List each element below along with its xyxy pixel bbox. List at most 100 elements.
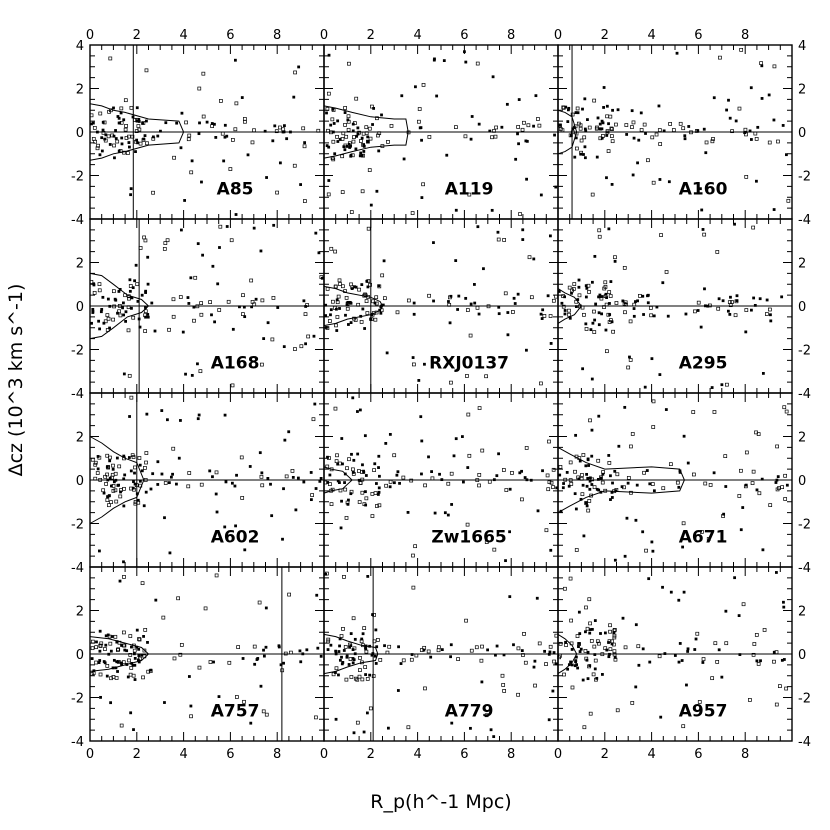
panel-label: A119: [445, 180, 494, 200]
galaxy-point: [92, 669, 96, 673]
galaxy-point: [570, 291, 573, 295]
galaxy-point: [575, 634, 580, 638]
galaxy-point: [496, 230, 500, 234]
galaxy-point: [409, 657, 414, 662]
galaxy-point: [133, 663, 137, 667]
galaxy-point: [338, 138, 342, 141]
galaxy-point: [600, 652, 605, 657]
galaxy-point: [197, 413, 201, 417]
galaxy-point: [744, 175, 749, 179]
y-tick-label: -2: [798, 344, 811, 359]
galaxy-point: [116, 311, 119, 315]
galaxy-point: [341, 131, 346, 136]
galaxy-point: [106, 134, 111, 139]
galaxy-point: [128, 653, 133, 657]
galaxy-point: [574, 305, 578, 308]
galaxy-point: [97, 661, 101, 664]
galaxy-point: [681, 724, 686, 729]
galaxy-point: [549, 342, 553, 345]
galaxy-point: [113, 471, 118, 476]
galaxy-point: [110, 472, 115, 477]
galaxy-point: [406, 510, 410, 514]
galaxy-point: [629, 444, 633, 449]
galaxy-point: [111, 317, 115, 322]
galaxy-point: [535, 596, 539, 600]
galaxy-point: [664, 408, 668, 411]
galaxy-point: [326, 128, 330, 133]
galaxy-point: [506, 311, 510, 314]
galaxy-point: [112, 304, 117, 309]
galaxy-point: [120, 136, 124, 140]
galaxy-point: [374, 301, 379, 306]
galaxy-point: [604, 302, 609, 307]
galaxy-point: [490, 208, 494, 212]
galaxy-point: [137, 654, 141, 657]
galaxy-point: [338, 282, 342, 286]
galaxy-point: [99, 695, 102, 699]
galaxy-point: [334, 652, 338, 656]
galaxy-point: [91, 121, 95, 125]
galaxy-point: [163, 481, 168, 485]
galaxy-point: [122, 560, 125, 564]
galaxy-point: [105, 453, 110, 458]
galaxy-point: [758, 297, 762, 301]
galaxy-point: [108, 56, 113, 61]
galaxy-point: [143, 134, 147, 138]
galaxy-point: [710, 676, 715, 681]
galaxy-point: [211, 475, 214, 479]
galaxy-point: [278, 125, 282, 130]
galaxy-point: [482, 267, 485, 271]
galaxy-point: [222, 159, 226, 163]
galaxy-point: [92, 125, 97, 130]
galaxy-point: [372, 613, 376, 617]
galaxy-point: [236, 645, 240, 649]
galaxy-point: [681, 545, 685, 549]
galaxy-point: [581, 678, 585, 682]
galaxy-point: [192, 318, 196, 323]
galaxy-point: [208, 660, 213, 664]
galaxy-point: [406, 298, 411, 303]
galaxy-point: [490, 135, 494, 140]
galaxy-point: [347, 663, 351, 666]
galaxy-point: [501, 468, 506, 472]
galaxy-point: [249, 278, 254, 283]
galaxy-point: [103, 474, 107, 479]
galaxy-point: [575, 663, 579, 667]
galaxy-point: [345, 466, 349, 471]
x-tick-label: 4: [413, 28, 421, 43]
galaxy-point: [101, 120, 105, 124]
galaxy-point: [576, 666, 580, 670]
galaxy-point: [281, 127, 286, 132]
galaxy-point: [427, 135, 432, 139]
galaxy-points: [324, 571, 559, 739]
galaxy-point: [567, 312, 571, 317]
galaxy-point: [364, 474, 368, 477]
galaxy-point: [649, 313, 653, 318]
galaxy-point: [692, 472, 696, 477]
galaxy-point: [104, 643, 108, 647]
galaxy-point: [737, 494, 742, 498]
galaxy-point: [440, 648, 444, 652]
galaxy-point: [90, 646, 95, 651]
galaxy-point: [555, 486, 559, 490]
galaxy-point: [600, 136, 604, 140]
galaxy-point: [599, 490, 603, 494]
galaxy-point: [609, 498, 612, 501]
galaxy-point: [703, 287, 706, 291]
galaxy-point: [774, 702, 779, 707]
galaxy-point: [357, 478, 361, 482]
galaxy-point: [335, 453, 339, 458]
galaxy-point: [120, 663, 123, 667]
galaxy-point: [262, 648, 265, 652]
galaxy-point: [106, 495, 109, 499]
y-tick-label: -2: [71, 692, 84, 707]
galaxy-point: [217, 308, 222, 312]
galaxy-point: [218, 246, 221, 249]
galaxy-point: [133, 656, 137, 660]
galaxy-point: [123, 98, 128, 103]
galaxy-point: [561, 105, 566, 110]
galaxy-point: [751, 225, 756, 230]
galaxy-point: [138, 325, 142, 329]
galaxy-point: [583, 127, 587, 131]
